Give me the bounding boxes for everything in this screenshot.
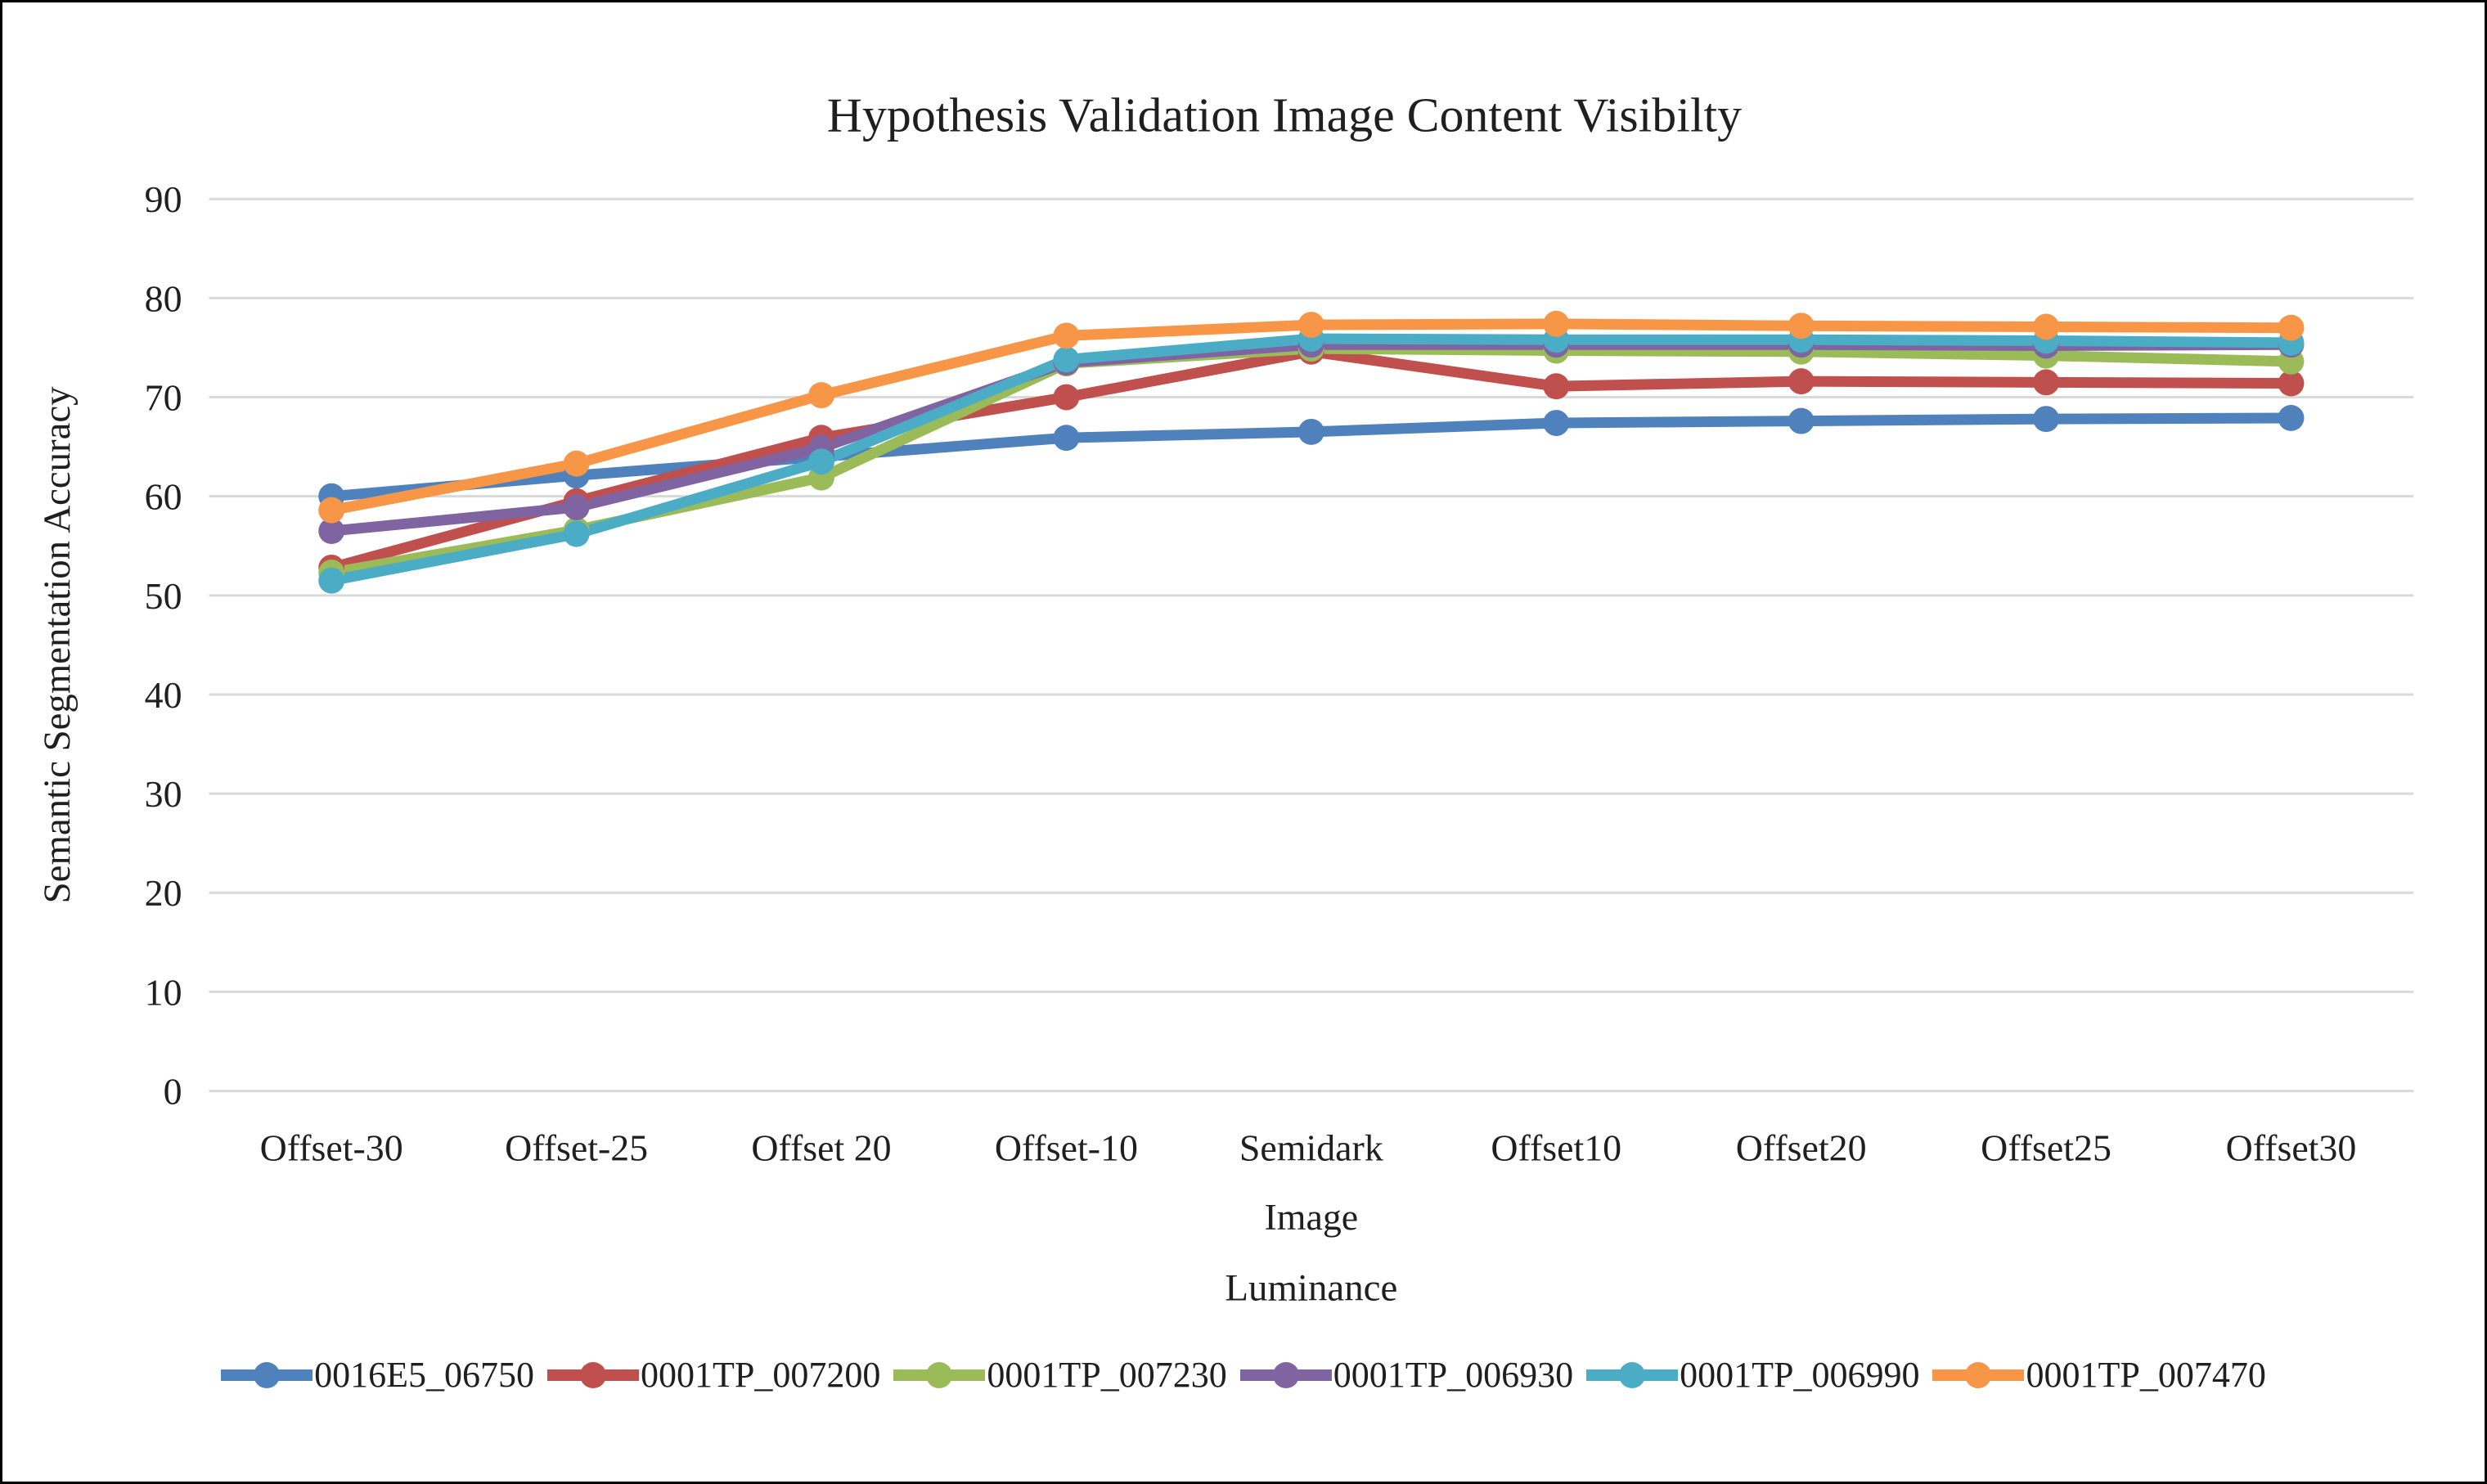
legend-item-0016E5_06750: 0016E5_06750 — [221, 1354, 534, 1396]
y-tick-label: 30 — [145, 773, 182, 815]
legend-item-0001TP_007470: 0001TP_007470 — [1932, 1354, 2266, 1396]
series-marker-0001TP_007470 — [1788, 313, 1815, 340]
y-tick-label: 60 — [145, 476, 182, 518]
series-marker-0001TP_007200 — [1543, 373, 1570, 400]
legend-label: 0001TP_007230 — [987, 1355, 1227, 1395]
series-marker-0001TP_007470 — [1543, 310, 1570, 337]
y-tick-label: 80 — [145, 277, 182, 319]
legend-marker-dot — [1272, 1361, 1299, 1388]
legend-marker-dot — [580, 1361, 607, 1388]
x-category-label: Offset 20 — [751, 1126, 891, 1168]
legend-label: 0001TP_007470 — [2026, 1355, 2266, 1395]
x-category-label: Offset20 — [1736, 1126, 1867, 1168]
x-category-label: Semidark — [1239, 1126, 1383, 1168]
legend-marker-dot — [254, 1361, 281, 1388]
x-category-label: Image — [1265, 1196, 1359, 1238]
y-axis-title: Semantic Segmentation Accuracy — [36, 386, 79, 904]
y-tick-label: 50 — [145, 575, 182, 617]
legend-label: 0001TP_006990 — [1680, 1355, 1920, 1395]
series-marker-0001TP_006990 — [318, 567, 345, 594]
x-category-label: Offset-25 — [505, 1126, 648, 1168]
series-line-0001TP_006990 — [326, 333, 2296, 587]
series-marker-0001TP_007200 — [2033, 369, 2060, 396]
legend-label: 0001TP_007200 — [641, 1355, 881, 1395]
legend-item-0001TP_006930: 0001TP_006930 — [1239, 1354, 1574, 1396]
x-category-label: Offset-10 — [995, 1126, 1138, 1168]
legend-marker-dot — [926, 1361, 953, 1388]
series-marker-0016E5_06750 — [1543, 410, 1570, 436]
series-marker-0001TP_007470 — [563, 450, 590, 477]
legend-marker — [893, 1361, 986, 1388]
series-marker-0001TP_007470 — [318, 497, 345, 524]
legend-marker — [1239, 1361, 1332, 1388]
y-tick-label: 10 — [145, 971, 182, 1013]
y-tick-label: 0 — [164, 1071, 182, 1113]
x-category-label: Offset30 — [2226, 1126, 2357, 1168]
y-tick-label: 90 — [145, 178, 182, 220]
y-tick-label: 20 — [145, 872, 182, 914]
series-marker-0001TP_006990 — [563, 520, 590, 547]
y-tick-label: 70 — [145, 376, 182, 418]
y-tick-labels: 0 10 20 30 40 50 60 70 80 90 — [145, 178, 182, 1112]
series-marker-0001TP_007470 — [1297, 312, 1324, 339]
legend: 0016E5_06750 0001TP_007200 0001TP_007230 00… — [2, 1354, 2485, 1396]
x-category-label: Offset-30 — [260, 1126, 403, 1168]
x-category-labels: Offset-30 Offset-25 Offset 20 Offset-10 Semi… — [260, 1126, 2357, 1238]
series-marker-0001TP_007470 — [808, 382, 834, 409]
legend-item-0001TP_007230: 0001TP_007230 — [893, 1354, 1227, 1396]
series-marker-0016E5_06750 — [2278, 405, 2305, 431]
legend-label: 0016E5_06750 — [314, 1355, 535, 1395]
series-marker-0001TP_006930 — [563, 494, 590, 520]
series-line-0001TP_007200 — [326, 346, 2296, 573]
legend-marker-dot — [1965, 1361, 1992, 1388]
x-category-label: Offset25 — [1981, 1126, 2111, 1168]
legend-marker — [221, 1361, 313, 1388]
chart-title: Hypothesis Validation Image Content Visi… — [827, 88, 1742, 142]
series-marker-0001TP_006990 — [1053, 346, 1080, 373]
series-marker-0001TP_006930 — [318, 518, 345, 545]
legend-item-0001TP_007200: 0001TP_007200 — [547, 1354, 880, 1396]
series-markers — [318, 310, 2305, 594]
series-marker-0001TP_007200 — [2278, 370, 2305, 397]
series-marker-0001TP_007470 — [2278, 314, 2305, 341]
legend-marker-dot — [1619, 1361, 1646, 1388]
series-marker-0016E5_06750 — [1788, 407, 1815, 434]
x-axis-title: Luminance — [1225, 1267, 1397, 1310]
series-marker-0001TP_007470 — [1053, 322, 1080, 349]
x-category-label: Offset10 — [1491, 1126, 1621, 1168]
legend-marker — [1586, 1361, 1679, 1388]
legend-item-0001TP_006990: 0001TP_006990 — [1586, 1354, 1919, 1396]
series-marker-0001TP_007470 — [2033, 313, 2060, 340]
series-marker-0016E5_06750 — [1053, 425, 1080, 452]
series-marker-0016E5_06750 — [2033, 406, 2060, 433]
series-marker-0001TP_007200 — [1053, 384, 1080, 411]
series-marker-0001TP_007200 — [1788, 368, 1815, 395]
legend-marker — [1932, 1361, 2025, 1388]
legend-label: 0001TP_006930 — [1333, 1355, 1574, 1395]
series-marker-0001TP_006990 — [808, 448, 834, 475]
y-tick-label: 40 — [145, 674, 182, 716]
series-marker-0016E5_06750 — [1297, 418, 1324, 445]
legend-marker — [547, 1361, 640, 1388]
